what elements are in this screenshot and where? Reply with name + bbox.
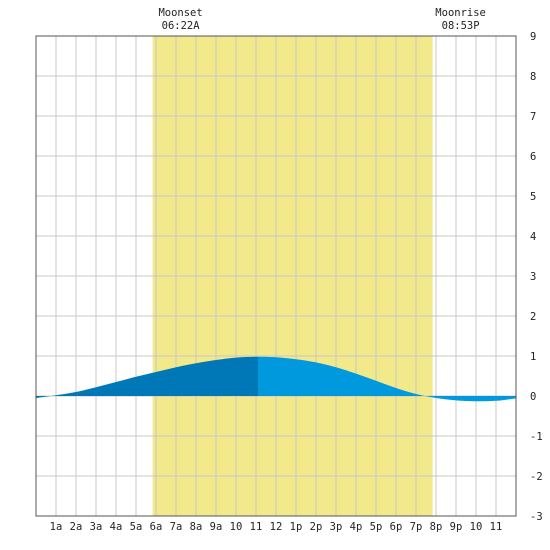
y-tick-label: 8 [530,71,536,83]
y-tick-label: 5 [530,191,536,203]
x-tick-label: 10 [230,521,243,533]
tide-area-rising [36,356,258,398]
y-tick-label: 0 [530,391,536,403]
y-tick-label: 4 [530,231,536,243]
y-tick-label: -2 [530,471,543,483]
moonset-time: 06:22A [162,20,201,32]
x-tick-label: 1p [290,521,303,533]
x-tick-label: 9p [450,521,463,533]
x-tick-label: 7p [410,521,423,533]
y-tick-label: 1 [530,351,536,363]
x-tick-label: 2p [310,521,323,533]
x-tick-label: 7a [170,521,183,533]
x-tick-label: 8p [430,521,443,533]
x-tick-label: 4a [110,521,123,533]
y-tick-label: -3 [530,511,543,523]
x-tick-label: 6p [390,521,403,533]
x-tick-label: 11 [250,521,263,533]
x-tick-label: 1a [50,521,63,533]
x-tick-label: 9a [210,521,223,533]
x-tick-label: 3a [90,521,103,533]
x-tick-label: 12 [270,521,283,533]
x-tick-label: 8a [190,521,203,533]
moonrise-label: Moonrise [435,7,486,19]
plot-frame [35,35,517,517]
x-tick-label: 5a [130,521,143,533]
y-tick-label: 7 [530,111,536,123]
x-tick-label: 6a [150,521,163,533]
x-tick-label: 4p [350,521,363,533]
moonset-label: Moonset [158,7,202,19]
x-tick-label: 10 [470,521,483,533]
y-tick-label: 2 [530,311,536,323]
x-tick-label: 3p [330,521,343,533]
x-tick-label: 5p [370,521,383,533]
moonrise-time: 08:53P [442,20,480,32]
y-tick-label: -1 [530,431,543,443]
tide-area-falling [258,356,516,402]
y-tick-label: 6 [530,151,536,163]
x-tick-label: 2a [70,521,83,533]
y-tick-label: 9 [530,31,536,43]
x-tick-label: 11 [490,521,503,533]
y-tick-label: 3 [530,271,536,283]
